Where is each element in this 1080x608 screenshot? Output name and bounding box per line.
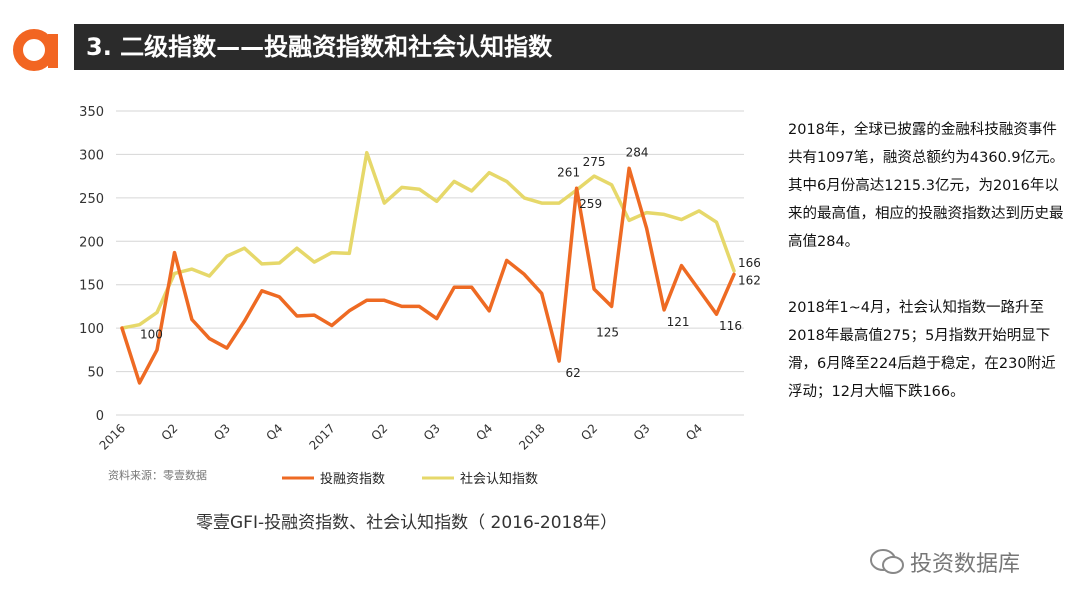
data-label: 116 — [719, 319, 742, 333]
y-axis-ticks: 0 50 100 150 200 250 300 350 — [79, 105, 104, 424]
summary-paragraph-2: 2018年1~4月，社会认知指数一路升至2018年最高值275；5月指数开始明显… — [788, 300, 1056, 400]
x-tick-label: Q3 — [631, 421, 653, 443]
x-tick-label: 2017 — [306, 421, 337, 452]
y-tick-label: 300 — [79, 148, 104, 163]
x-tick-label: Q2 — [159, 421, 181, 443]
x-tick-label: Q2 — [578, 421, 600, 443]
series-line-0 — [120, 166, 736, 385]
x-tick-label: Q4 — [683, 421, 705, 443]
x-tick-label: Q4 — [473, 421, 495, 443]
data-label: 261 — [557, 165, 580, 179]
y-tick-label: 250 — [79, 192, 104, 207]
legend-label-investment: 投融资指数 — [320, 471, 385, 487]
y-tick-label: 100 — [79, 322, 104, 337]
y-tick-label: 200 — [79, 235, 104, 250]
x-tick-label: Q3 — [211, 421, 233, 443]
x-tick-label: Q2 — [368, 421, 390, 443]
x-tick-label: Q3 — [421, 421, 443, 443]
watermark-text: 投资数据库 — [910, 552, 1021, 577]
wechat-icon — [870, 549, 904, 574]
series-line-1 — [120, 150, 736, 330]
summary-paragraph-1: 2018年，全球已披露的金融科技融资事件共有1097笔，融资总额约为4360.9… — [788, 122, 1065, 250]
y-tick-label: 0 — [96, 409, 104, 424]
data-label: 62 — [566, 366, 581, 380]
data-label: 275 — [583, 155, 606, 169]
brand-logo — [13, 29, 58, 71]
data-label: 284 — [626, 145, 649, 159]
index-line-chart: 0 50 100 150 200 250 300 350 2016 Q2 Q3 Q4 2017 Q2 Q3… — [79, 105, 760, 487]
page-title: 3. 二级指数——投融资指数和社会认知指数 — [74, 24, 1064, 70]
x-tick-label: 2016 — [97, 421, 128, 452]
data-label: 121 — [667, 315, 690, 329]
data-label: 100 — [140, 328, 163, 342]
chart-caption: 零壹GFI-投融资指数、社会认知指数（ 2016-2018年） — [196, 513, 618, 533]
chart-lines — [120, 150, 736, 385]
chart-grid — [116, 110, 744, 416]
source-note: 资料来源：零壹数据 — [108, 468, 207, 482]
legend: 投融资指数 社会认知指数 — [282, 471, 538, 487]
legend-label-social: 社会认知指数 — [460, 471, 538, 487]
y-tick-label: 150 — [79, 279, 104, 294]
data-label: 125 — [596, 325, 619, 339]
x-tick-label: Q4 — [264, 421, 286, 443]
data-label: 259 — [579, 197, 602, 211]
x-axis-ticks: 2016 Q2 Q3 Q4 2017 Q2 Q3 Q4 2018 Q2 Q3 Q4 — [97, 421, 706, 452]
data-label: 166 — [738, 256, 760, 270]
y-tick-label: 50 — [87, 366, 104, 381]
x-tick-label: 2018 — [516, 421, 547, 452]
watermark: 投资数据库 — [870, 546, 1020, 578]
y-tick-label: 350 — [79, 105, 104, 120]
data-label: 162 — [738, 273, 760, 287]
